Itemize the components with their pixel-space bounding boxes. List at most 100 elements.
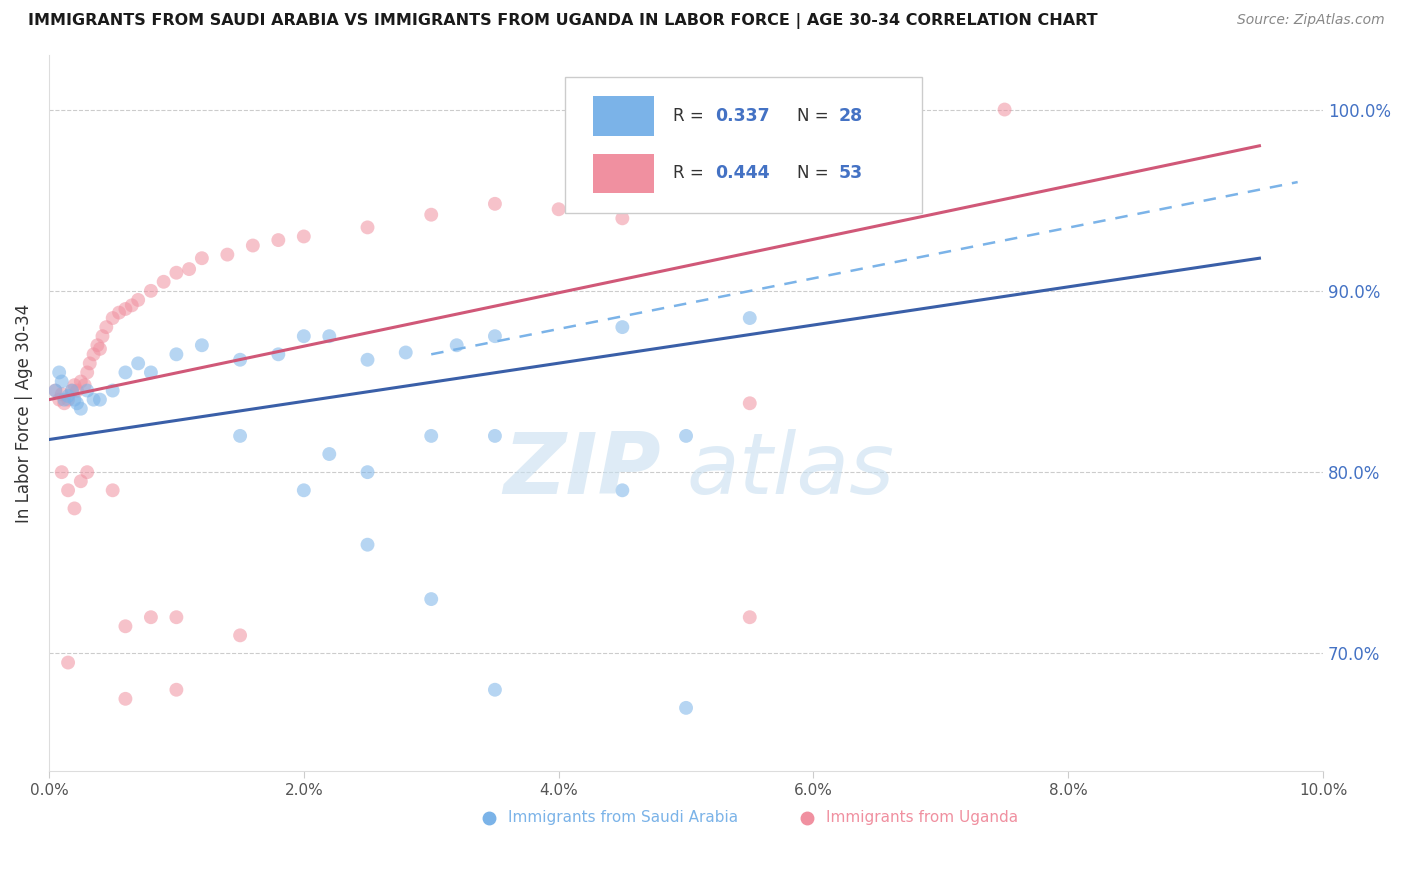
Point <box>292 329 315 343</box>
Point <box>69 401 91 416</box>
Point <box>63 501 86 516</box>
Bar <box>593 153 654 193</box>
Point <box>395 345 418 359</box>
Point <box>267 347 290 361</box>
Point <box>101 483 124 498</box>
Point <box>139 610 162 624</box>
Point <box>114 366 136 380</box>
Point <box>63 392 86 407</box>
Point <box>89 392 111 407</box>
Text: 53: 53 <box>839 164 863 182</box>
Point <box>318 447 340 461</box>
Text: atlas: atlas <box>686 429 894 512</box>
Text: Immigrants from Saudi Arabia: Immigrants from Saudi Arabia <box>508 811 738 825</box>
Point <box>612 320 634 334</box>
Text: R =: R = <box>673 107 709 125</box>
Point <box>738 311 761 326</box>
Point <box>242 238 264 252</box>
Point <box>63 378 86 392</box>
Text: Immigrants from Uganda: Immigrants from Uganda <box>827 811 1018 825</box>
Point <box>675 701 697 715</box>
Point <box>114 691 136 706</box>
Point <box>101 384 124 398</box>
Point <box>229 628 252 642</box>
Point <box>356 352 378 367</box>
Point <box>66 384 89 398</box>
Point <box>420 592 443 607</box>
Point <box>56 389 79 403</box>
Text: N =: N = <box>797 164 834 182</box>
Point <box>139 366 162 380</box>
Point <box>179 262 201 277</box>
Text: N =: N = <box>797 107 834 125</box>
Point <box>994 103 1017 117</box>
Point <box>89 342 111 356</box>
Point <box>484 429 506 443</box>
Point <box>96 320 118 334</box>
Point <box>356 220 378 235</box>
Point <box>547 202 569 217</box>
Point <box>484 329 506 343</box>
Point <box>76 384 98 398</box>
FancyBboxPatch shape <box>565 77 922 212</box>
Point <box>165 682 187 697</box>
Text: 0.444: 0.444 <box>716 164 770 182</box>
Bar <box>593 96 654 136</box>
Point <box>191 251 214 265</box>
Point <box>76 366 98 380</box>
Point <box>127 293 149 307</box>
Point <box>79 356 101 370</box>
Point <box>191 338 214 352</box>
Point <box>292 229 315 244</box>
Point <box>152 275 174 289</box>
Point <box>108 305 131 319</box>
Point <box>86 338 108 352</box>
Point <box>44 384 66 398</box>
Point <box>69 474 91 488</box>
Point <box>484 196 506 211</box>
Point <box>60 384 83 398</box>
Point <box>44 384 66 398</box>
Text: Source: ZipAtlas.com: Source: ZipAtlas.com <box>1237 13 1385 28</box>
Point <box>51 465 73 479</box>
Point <box>48 366 70 380</box>
Point <box>83 392 105 407</box>
Point <box>738 610 761 624</box>
Point <box>101 311 124 326</box>
Point <box>318 329 340 343</box>
Point <box>420 208 443 222</box>
Point <box>121 298 143 312</box>
Point <box>356 538 378 552</box>
Text: 28: 28 <box>839 107 863 125</box>
Point <box>53 392 76 407</box>
Text: R =: R = <box>673 164 709 182</box>
Point <box>675 429 697 443</box>
Point <box>114 301 136 316</box>
Point <box>612 211 634 226</box>
Point <box>127 356 149 370</box>
Point <box>446 338 468 352</box>
Point <box>53 396 76 410</box>
Point <box>229 352 252 367</box>
Point <box>292 483 315 498</box>
Point <box>51 375 73 389</box>
Point <box>267 233 290 247</box>
Point <box>229 429 252 443</box>
Point <box>56 656 79 670</box>
Point <box>56 392 79 407</box>
Point <box>60 384 83 398</box>
Text: IMMIGRANTS FROM SAUDI ARABIA VS IMMIGRANTS FROM UGANDA IN LABOR FORCE | AGE 30-3: IMMIGRANTS FROM SAUDI ARABIA VS IMMIGRAN… <box>28 13 1098 29</box>
Point <box>165 610 187 624</box>
Text: 0.337: 0.337 <box>716 107 770 125</box>
Point <box>738 396 761 410</box>
Point <box>165 347 187 361</box>
Point <box>73 378 96 392</box>
Point <box>83 347 105 361</box>
Point <box>51 387 73 401</box>
Point <box>56 483 79 498</box>
Y-axis label: In Labor Force | Age 30-34: In Labor Force | Age 30-34 <box>15 303 32 523</box>
Point <box>165 266 187 280</box>
Point <box>139 284 162 298</box>
Point <box>69 375 91 389</box>
Point <box>420 429 443 443</box>
